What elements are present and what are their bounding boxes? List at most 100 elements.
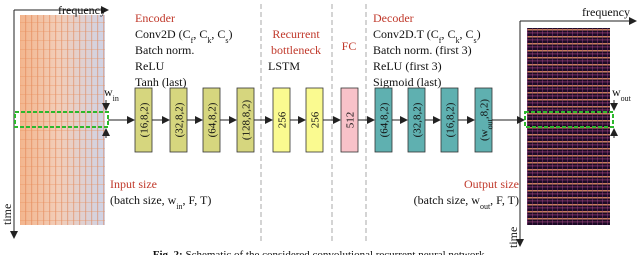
text-part: ) xyxy=(477,27,481,41)
layer-block xyxy=(440,87,459,153)
block-label: (wout,8,2) xyxy=(479,99,495,141)
text-part: Conv2D (C xyxy=(135,27,191,41)
layer-text: ReLU xyxy=(135,59,165,73)
subscript: s xyxy=(474,36,477,45)
layer-block xyxy=(169,87,188,153)
text-part: time xyxy=(506,227,520,248)
text-part: Decoder xyxy=(373,11,414,25)
window-label: wout xyxy=(612,85,632,103)
subscript: out xyxy=(480,202,491,211)
block-label: 256 xyxy=(277,111,289,128)
text-part: 256 xyxy=(310,111,322,128)
text-part: FC xyxy=(342,39,357,53)
text-part: frequency xyxy=(582,5,630,19)
axis-label: time xyxy=(506,227,520,248)
text-part: Recurrent xyxy=(272,27,320,41)
text-part: (16,8,2) xyxy=(445,102,457,137)
text-part: ReLU xyxy=(135,59,165,73)
layer-block xyxy=(134,87,153,153)
layer-block xyxy=(272,87,291,153)
size-title: Input size xyxy=(110,177,157,191)
text-part: bottleneck xyxy=(271,43,321,57)
subscript: k xyxy=(207,36,211,45)
text-part: (batch size, w xyxy=(110,193,177,207)
axis-label: frequency xyxy=(58,3,106,17)
layer-text: Sigmoid (last) xyxy=(373,75,441,89)
layer-text: Tanh (last) xyxy=(135,75,186,89)
layer-block xyxy=(236,87,255,153)
text-part: ) xyxy=(229,27,233,41)
block-label: (16,8,2) xyxy=(139,102,151,137)
text-part: Schematic of the considered convolutiona… xyxy=(183,249,488,255)
subscript: f xyxy=(439,36,442,45)
text-part: 512 xyxy=(345,112,357,129)
text-part: (32,8,2) xyxy=(174,102,186,137)
layer-text: Conv2D.T (Cf, Ck, Cs) xyxy=(373,27,481,45)
text-part: w xyxy=(104,85,113,99)
subscript: in xyxy=(176,202,182,211)
axis-label: time xyxy=(0,204,14,225)
block-label: (32,8,2) xyxy=(174,102,186,137)
text-part: , F, T) xyxy=(490,193,519,207)
layer-text: Batch norm. xyxy=(135,43,194,57)
text-part: time xyxy=(0,204,14,225)
text-part: (64,8,2) xyxy=(379,102,391,137)
layer-text: Conv2D (Cf, Ck, Cs) xyxy=(135,27,233,45)
layer-block xyxy=(407,87,426,153)
text-part: w xyxy=(612,85,621,99)
caption: Fig. 2: Schematic of the considered conv… xyxy=(153,249,488,255)
section-title: bottleneck xyxy=(271,43,321,57)
block-label: 256 xyxy=(310,111,322,128)
layer-block xyxy=(340,87,359,153)
subscript: out xyxy=(485,118,494,129)
block-label: (16,8,2) xyxy=(445,102,457,137)
text-part: ,8,2) xyxy=(479,99,491,120)
size-text: (batch size, wout, F, T) xyxy=(414,193,519,211)
text-part: , C xyxy=(211,27,225,41)
subscript: s xyxy=(225,36,228,45)
text-part: Encoder xyxy=(135,11,175,25)
text-part: ReLU (first 3) xyxy=(373,59,442,73)
text-part: (batch size, w xyxy=(414,193,481,207)
size-text: (batch size, win, F, T) xyxy=(110,193,211,211)
text-part: 256 xyxy=(277,111,289,128)
text-part: Sigmoid (last) xyxy=(373,75,441,89)
layer-text: Batch norm. (first 3) xyxy=(373,43,472,57)
subscript: in xyxy=(113,94,119,103)
block-label: (64,8,2) xyxy=(379,102,391,137)
section-title: Encoder xyxy=(135,11,175,25)
layer-block xyxy=(374,87,393,153)
section-title: Recurrent xyxy=(272,27,320,41)
blocks: (16,8,2) (32,8,2) (64,8,2) (128,8,2) 256 256 5… xyxy=(134,87,495,153)
text-part: Tanh (last) xyxy=(135,75,186,89)
layer-block xyxy=(305,87,324,153)
text-part: (16,8,2) xyxy=(139,102,151,137)
text-part: LSTM xyxy=(268,59,300,73)
block-label: (64,8,2) xyxy=(207,102,219,137)
axis-label: frequency xyxy=(582,5,630,19)
subscript: out xyxy=(621,94,632,103)
block-label: (32,8,2) xyxy=(412,102,424,137)
layer-block xyxy=(474,87,493,153)
text-part: , C xyxy=(459,27,473,41)
subscript: f xyxy=(191,36,194,45)
text-part: frequency xyxy=(58,3,106,17)
text-part: (128,8,2) xyxy=(241,100,253,141)
text-part: Output size xyxy=(464,177,519,191)
text-part: (64,8,2) xyxy=(207,102,219,137)
text-part: , C xyxy=(441,27,455,41)
separators xyxy=(260,4,367,244)
section-title: Decoder xyxy=(373,11,414,25)
text-part: (w xyxy=(479,129,491,141)
text-part: Batch norm. xyxy=(135,43,194,57)
output-spectrogram xyxy=(516,17,637,247)
bold-text: Fig. 2: xyxy=(153,249,183,255)
text-part: Batch norm. (first 3) xyxy=(373,43,472,57)
layer-text: LSTM xyxy=(268,59,300,73)
text-part: Conv2D.T (C xyxy=(373,27,439,41)
block-label: (128,8,2) xyxy=(241,100,253,141)
text-part: , C xyxy=(193,27,207,41)
size-title: Output size xyxy=(464,177,519,191)
window-label: win xyxy=(104,85,119,103)
